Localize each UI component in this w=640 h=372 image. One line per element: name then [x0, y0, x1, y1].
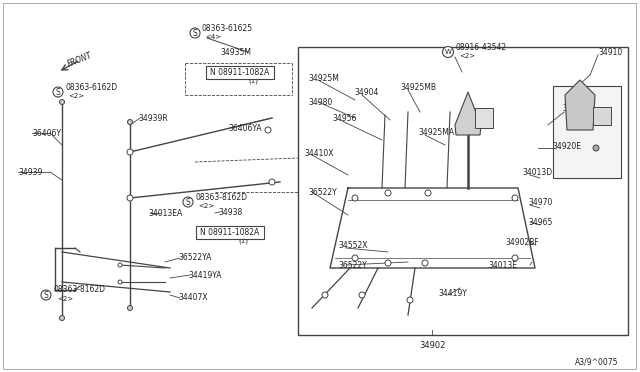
Text: S: S [193, 29, 197, 38]
Circle shape [385, 260, 391, 266]
Circle shape [127, 119, 132, 125]
Circle shape [512, 255, 518, 261]
Text: 34419Y: 34419Y [438, 289, 467, 298]
Circle shape [422, 260, 428, 266]
Text: 08363-6162D: 08363-6162D [65, 83, 117, 92]
Circle shape [442, 46, 454, 58]
Text: S: S [56, 87, 60, 96]
Circle shape [41, 290, 51, 300]
Circle shape [593, 145, 599, 151]
Text: 34419YA: 34419YA [188, 270, 221, 279]
Text: 34410X: 34410X [304, 148, 333, 157]
Text: 08363-8162D: 08363-8162D [54, 285, 106, 295]
Text: 36522Y: 36522Y [308, 187, 337, 196]
Text: N 08911-1082A: N 08911-1082A [211, 67, 269, 77]
Text: 34013E: 34013E [488, 260, 517, 269]
Text: 08916-43542: 08916-43542 [456, 42, 507, 51]
Bar [553, 86, 621, 178]
Bar [206, 65, 274, 78]
Bar [298, 47, 628, 335]
Text: 34980: 34980 [308, 97, 332, 106]
Text: <2>: <2> [459, 53, 475, 59]
Bar [196, 225, 264, 238]
Text: 08363-8162D: 08363-8162D [195, 192, 247, 202]
Text: 34938: 34938 [218, 208, 243, 217]
Text: S: S [44, 291, 49, 299]
Circle shape [127, 195, 133, 201]
Text: 34956: 34956 [332, 113, 356, 122]
Bar [475, 108, 493, 128]
Circle shape [322, 292, 328, 298]
Text: 34552X: 34552X [338, 241, 367, 250]
Circle shape [60, 315, 65, 321]
Text: <2>: <2> [68, 93, 84, 99]
Text: 36406YA: 36406YA [228, 124, 262, 132]
Text: 34904: 34904 [354, 87, 378, 96]
Circle shape [190, 28, 200, 38]
Text: 36522Y: 36522Y [338, 260, 367, 269]
Circle shape [385, 190, 391, 196]
Polygon shape [565, 80, 595, 130]
Circle shape [512, 195, 518, 201]
Text: <2>: <2> [57, 296, 73, 302]
Text: 34013EA: 34013EA [148, 208, 182, 218]
Text: N 08911-1082A: N 08911-1082A [200, 228, 260, 237]
Circle shape [127, 305, 132, 311]
Circle shape [118, 280, 122, 284]
Circle shape [352, 255, 358, 261]
Text: 34925MB: 34925MB [400, 83, 436, 92]
Text: 34920E: 34920E [552, 141, 581, 151]
Text: W: W [445, 49, 451, 55]
Circle shape [127, 149, 133, 155]
Circle shape [352, 195, 358, 201]
Circle shape [183, 197, 193, 207]
Text: <4>: <4> [205, 34, 221, 40]
Polygon shape [455, 92, 481, 135]
Text: <2>: <2> [198, 203, 214, 209]
Text: S: S [186, 198, 190, 206]
Text: 34922: 34922 [562, 103, 586, 112]
Text: 34910: 34910 [598, 48, 622, 57]
Text: 34939: 34939 [18, 167, 42, 176]
Text: 34013D: 34013D [522, 167, 552, 176]
Circle shape [425, 190, 431, 196]
Text: 34925MA: 34925MA [418, 128, 454, 137]
Text: 36406Y: 36406Y [32, 128, 61, 138]
Circle shape [60, 99, 65, 105]
Text: 36522YA: 36522YA [178, 253, 211, 263]
Text: 34970: 34970 [528, 198, 552, 206]
Text: 34935M: 34935M [220, 48, 251, 57]
Text: 34902BF: 34902BF [505, 237, 539, 247]
Circle shape [53, 87, 63, 97]
Text: A3/9^0075: A3/9^0075 [575, 357, 618, 366]
Circle shape [269, 179, 275, 185]
Text: 34925M: 34925M [308, 74, 339, 83]
Text: (1): (1) [248, 78, 258, 84]
Bar [593, 107, 611, 125]
Circle shape [359, 292, 365, 298]
Text: 34407X: 34407X [178, 294, 207, 302]
Text: 34965: 34965 [528, 218, 552, 227]
Circle shape [407, 297, 413, 303]
Text: 08363-61625: 08363-61625 [202, 23, 253, 32]
Text: 34939R: 34939R [138, 113, 168, 122]
Circle shape [118, 263, 122, 267]
Text: (1): (1) [238, 238, 248, 244]
Text: FRONT: FRONT [66, 51, 93, 69]
Text: 34902: 34902 [419, 340, 445, 350]
Circle shape [265, 127, 271, 133]
